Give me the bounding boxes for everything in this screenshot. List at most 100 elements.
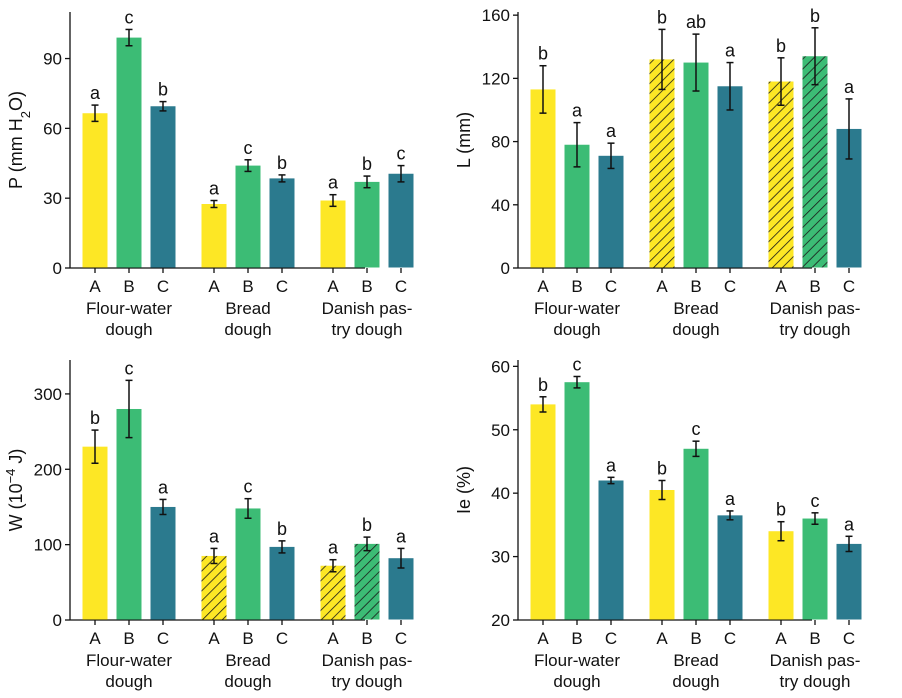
x-tick-label: C [843, 277, 855, 296]
x-tick-label: A [327, 629, 339, 648]
significance-letter: b [277, 519, 287, 539]
x-tick-label: B [361, 277, 372, 296]
bar [649, 490, 675, 620]
group-label: try dough [780, 672, 851, 691]
chart-panel: 0 30 60 90 P (mm H2O) a Ac Bb Ca Ac Bb Ca Ab Bc C Flour… [6, 7, 414, 339]
bar [530, 404, 556, 620]
y-tick-label: 20 [491, 611, 510, 630]
bar [649, 59, 675, 268]
x-tick-label: A [327, 277, 339, 296]
group-label: Danish pas- [770, 651, 861, 670]
x-tick-label: B [571, 629, 582, 648]
group-label: Flour-water [86, 651, 172, 670]
significance-letter: b [776, 500, 786, 520]
significance-letter: c [244, 477, 253, 497]
group-label: dough [553, 320, 600, 339]
x-tick-label: A [656, 277, 668, 296]
y-tick-label: 60 [491, 357, 510, 376]
x-tick-label: C [276, 277, 288, 296]
y-tick-label: 80 [491, 133, 510, 152]
significance-letter: a [328, 538, 339, 558]
group-label: Bread [225, 651, 270, 670]
y-tick-label: 0 [53, 611, 62, 630]
bar [235, 165, 261, 268]
x-tick-label: B [123, 277, 134, 296]
y-tick-label: 50 [491, 421, 510, 440]
y-tick-label: 200 [34, 460, 62, 479]
x-tick-label: A [208, 277, 220, 296]
x-tick-label: C [395, 277, 407, 296]
significance-letter: a [844, 514, 855, 534]
significance-letter: c [692, 419, 701, 439]
bar [82, 113, 108, 268]
bar [320, 565, 346, 620]
y-tick-label: 100 [34, 536, 62, 555]
x-tick-label: C [276, 629, 288, 648]
bar [201, 204, 227, 268]
chart-panels: 0 30 60 90 P (mm H2O) a Ac Bb Ca Ac Bb Ca Ab Bc C Flour… [3, 6, 862, 691]
bar [269, 546, 295, 620]
bar [269, 178, 295, 268]
group-label: Danish pas- [770, 299, 861, 318]
chart-panel: 0 100 200 300 W (10−4 J) b Ac Ba Ca Ac Bb Ca Ab Ba C Fl… [3, 358, 414, 691]
significance-letter: c [811, 491, 820, 511]
significance-letter: c [244, 138, 253, 158]
significance-letter: b [158, 80, 168, 100]
y-tick-label: 30 [491, 548, 510, 567]
significance-letter: b [362, 154, 372, 174]
significance-letter: a [209, 526, 220, 546]
x-tick-label: B [242, 277, 253, 296]
x-tick-label: A [208, 629, 220, 648]
bar [82, 446, 108, 620]
x-tick-label: B [242, 629, 253, 648]
bar [150, 106, 176, 268]
bar [717, 86, 743, 268]
y-tick-label: 0 [501, 259, 510, 278]
bar [530, 89, 556, 268]
x-tick-label: A [89, 629, 101, 648]
significance-letter: b [277, 153, 287, 173]
group-label: dough [105, 672, 152, 691]
x-tick-label: A [537, 629, 549, 648]
x-tick-label: A [89, 277, 101, 296]
bar [320, 200, 346, 268]
group-label: try dough [780, 320, 851, 339]
x-tick-label: B [690, 277, 701, 296]
significance-letter: a [606, 121, 617, 141]
y-tick-label: 0 [53, 259, 62, 278]
group-label: dough [224, 672, 271, 691]
group-label: Danish pas- [322, 651, 413, 670]
x-tick-label: A [656, 629, 668, 648]
y-tick-label: 90 [43, 50, 62, 69]
bar [388, 173, 414, 268]
bar [116, 37, 142, 268]
bar [683, 62, 709, 268]
significance-letter: a [725, 41, 736, 61]
group-label: dough [105, 320, 152, 339]
x-tick-label: A [775, 629, 787, 648]
y-tick-label: 30 [43, 189, 62, 208]
x-tick-label: C [157, 277, 169, 296]
bar [836, 543, 862, 620]
y-axis-title: P (mm H2O) [6, 91, 33, 189]
significance-letter: a [209, 179, 220, 199]
significance-letter: a [844, 77, 855, 97]
x-tick-label: C [605, 629, 617, 648]
group-label: dough [672, 320, 719, 339]
significance-letter: b [657, 7, 667, 27]
bar [717, 515, 743, 620]
significance-letter: b [362, 515, 372, 535]
bar [354, 181, 380, 268]
bar [768, 81, 794, 268]
significance-letter: b [810, 6, 820, 26]
significance-letter: b [90, 408, 100, 428]
x-tick-label: A [537, 277, 549, 296]
x-tick-label: C [157, 629, 169, 648]
significance-letter: a [158, 477, 169, 497]
significance-letter: a [396, 526, 407, 546]
x-tick-label: C [843, 629, 855, 648]
significance-letter: c [397, 144, 406, 164]
significance-letter: b [657, 458, 667, 478]
bar [235, 508, 261, 620]
